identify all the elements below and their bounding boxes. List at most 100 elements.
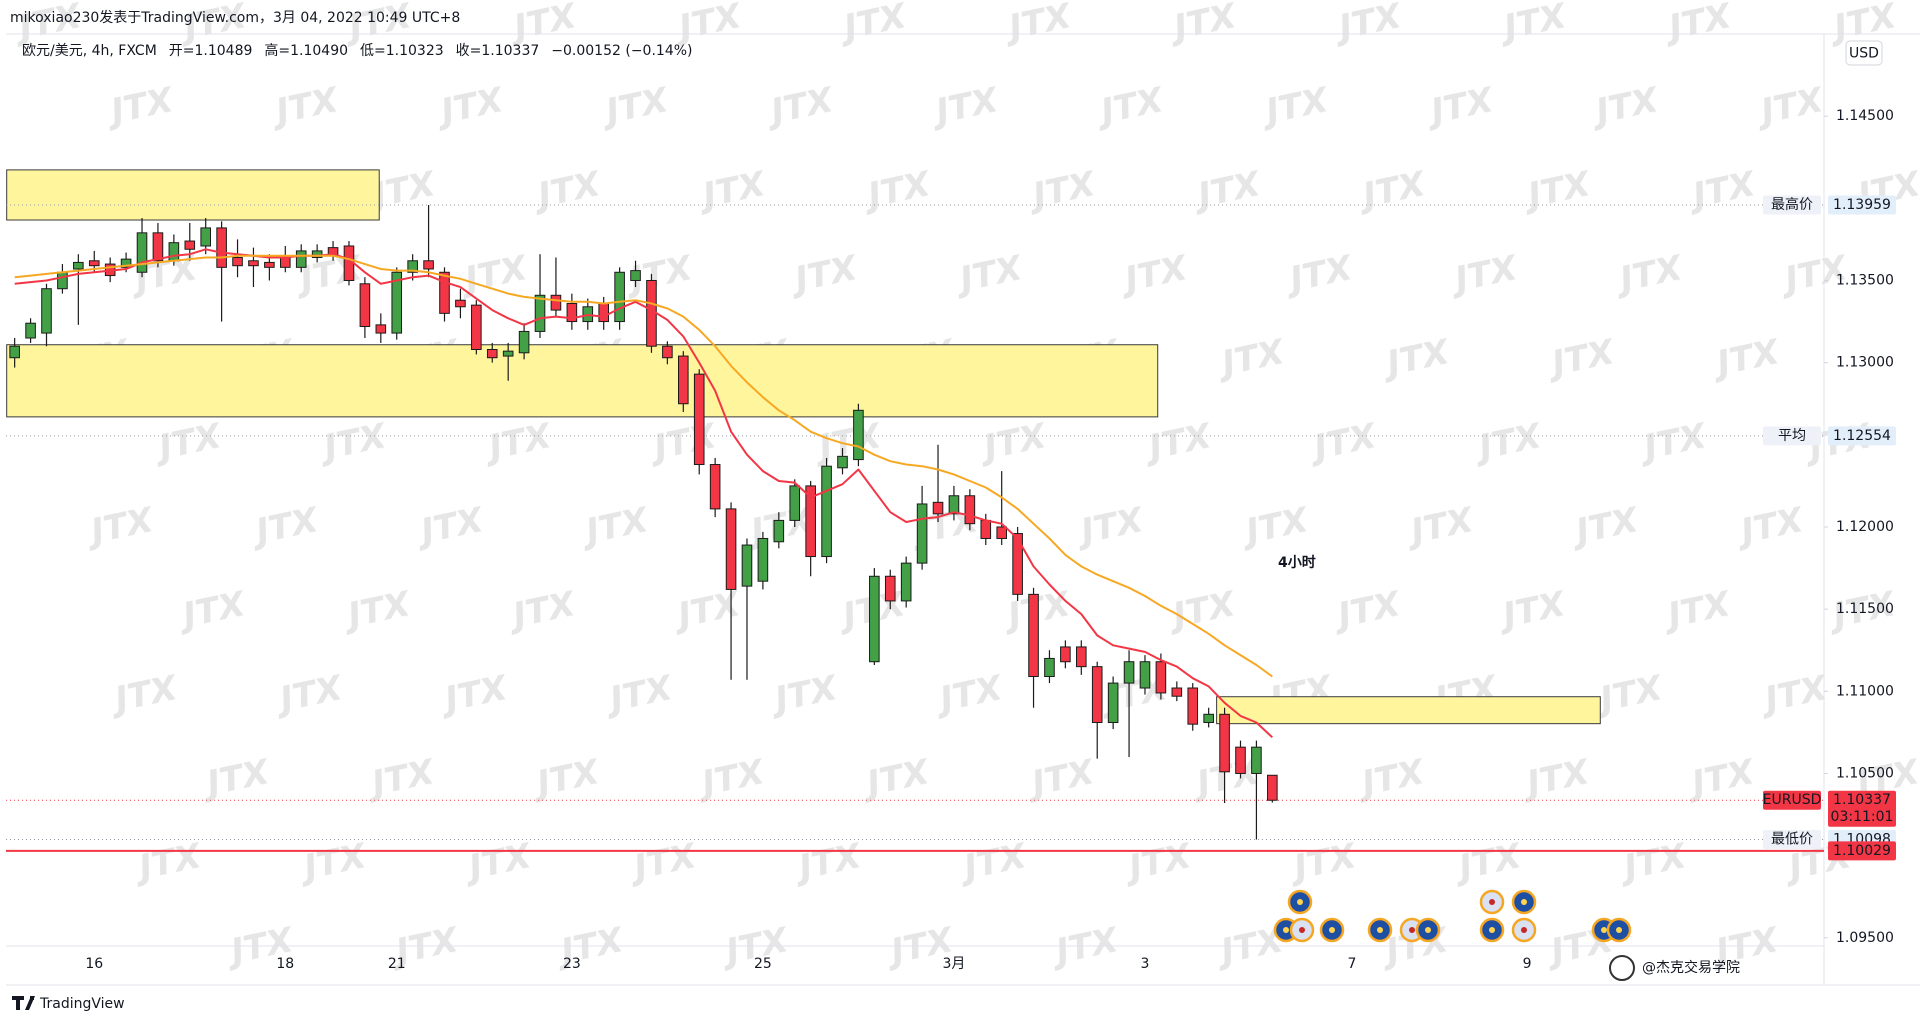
legend-item: 低=1.10323 <box>360 43 444 59</box>
ma-line <box>14 254 1273 678</box>
candle-body <box>598 302 610 323</box>
event-icon-dot <box>1283 927 1289 933</box>
x-tick-label: 18 <box>276 956 294 972</box>
price-tag-label-box <box>1763 426 1821 446</box>
y-tick-label: 1.10500 <box>1836 765 1894 781</box>
candle-body <box>614 271 625 323</box>
candle-body <box>709 464 721 510</box>
legend-item: 开=1.10489 <box>169 43 253 59</box>
event-icon-dot <box>1521 927 1527 933</box>
candle-body <box>916 503 928 564</box>
zone <box>1216 696 1601 725</box>
candle-body <box>1267 774 1278 801</box>
y-tick-label: 1.09500 <box>1836 930 1894 946</box>
candle-body <box>821 465 832 558</box>
candle-body <box>25 322 36 339</box>
price-tag-value: 1.10029 <box>1833 843 1891 859</box>
candle-body <box>9 345 20 359</box>
price-lines <box>6 204 1824 852</box>
x-tick-label: 3 <box>1141 956 1150 972</box>
event-icon-dot <box>1616 927 1622 933</box>
candle-body <box>471 304 482 351</box>
candle-body <box>41 288 52 334</box>
y-tick-label: 1.13000 <box>1836 355 1894 371</box>
candle-body <box>948 495 960 515</box>
candle-body <box>264 261 275 268</box>
candle-body <box>232 256 243 267</box>
ma-line <box>14 248 1273 739</box>
candle-body <box>1235 746 1246 774</box>
candle-body <box>1091 666 1103 724</box>
y-tick-label: 1.11000 <box>1836 683 1894 699</box>
price-tag-value-box <box>1828 195 1896 215</box>
annotation: 4小时 <box>1278 554 1316 571</box>
event-icon-dot <box>1521 899 1527 905</box>
candle-body <box>343 245 355 281</box>
candle-body <box>152 232 164 262</box>
zone <box>6 344 1159 418</box>
candle-body <box>773 519 785 543</box>
candle-body <box>678 355 689 405</box>
legend-item: 欧元/美元, 4h, FXCM <box>22 43 157 59</box>
price-tag-value: 1.12554 <box>1833 428 1891 444</box>
price-tag-label-box <box>1763 830 1821 850</box>
candle-body <box>216 227 227 268</box>
candle-body <box>964 495 976 525</box>
y-tick-label: 1.11500 <box>1836 601 1894 617</box>
candle-body <box>486 349 498 359</box>
brand: TradingView <box>39 996 125 1012</box>
price-tag-label: 最高价 <box>1771 196 1813 213</box>
price-tag-value-box <box>1828 841 1896 861</box>
price-tag-value: 1.10337 <box>1833 792 1891 808</box>
currency-label: USD <box>1849 46 1879 62</box>
candle-body <box>136 232 148 273</box>
candle-body <box>1123 661 1135 684</box>
candle-body <box>1060 646 1071 663</box>
candle-body <box>534 294 546 332</box>
event-icon-dot <box>1297 899 1303 905</box>
y-tick-label: 1.14500 <box>1836 108 1894 124</box>
price-tag-label: 平均 <box>1778 428 1806 444</box>
event-icon-dot <box>1409 927 1415 933</box>
legend-item: −0.00152 (−0.14%) <box>551 43 692 59</box>
zone <box>6 169 380 221</box>
price-tag-label-box <box>1763 790 1821 810</box>
zones <box>6 169 1601 725</box>
legend-item: 收=1.10337 <box>456 43 540 59</box>
credit-icon <box>1609 955 1635 981</box>
candle-body <box>1044 657 1055 678</box>
candle-body <box>789 485 801 521</box>
candle-body <box>725 508 737 590</box>
event-icon-dot <box>1377 927 1383 933</box>
candle-body <box>120 258 132 268</box>
candle-body <box>646 279 657 347</box>
candle-body <box>391 271 403 334</box>
candle-body <box>932 501 944 515</box>
x-tick-label: 16 <box>85 956 103 972</box>
moving-averages <box>14 248 1273 739</box>
price-tag-label-box <box>1763 195 1821 215</box>
candle-body <box>1028 593 1039 678</box>
x-tick-label: 21 <box>388 956 406 972</box>
candle-body <box>1187 687 1199 725</box>
event-icon-dot <box>1489 927 1495 933</box>
candle-body <box>502 350 514 357</box>
candle-body <box>1076 646 1087 668</box>
candle-body <box>375 324 387 334</box>
candle-body <box>1171 687 1183 697</box>
event-icon-dot <box>1329 927 1335 933</box>
credit: @杰克交易学院 <box>1642 959 1740 976</box>
axes: 最高价 1.13959 平均 1.12554 EURUSD 1.1033703:11:01… <box>85 108 1896 972</box>
candle-body <box>884 575 896 602</box>
candle-body <box>168 242 180 262</box>
candle-body <box>295 250 307 268</box>
candle-body <box>1107 682 1119 724</box>
currency-button[interactable] <box>1845 40 1883 66</box>
candles <box>9 205 1278 840</box>
candle-body <box>311 250 323 258</box>
price-tag-value-box <box>1828 426 1896 446</box>
legend-item: 高=1.10490 <box>264 42 348 59</box>
candle-body <box>73 261 84 270</box>
